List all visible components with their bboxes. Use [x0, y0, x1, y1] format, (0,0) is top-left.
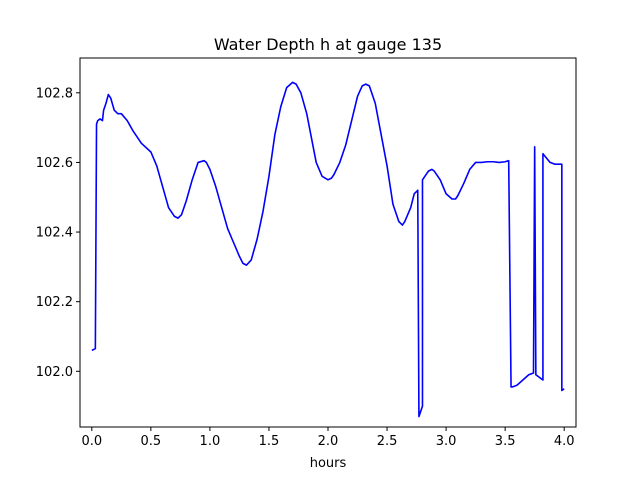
x-tick-label: 3.0	[436, 434, 457, 449]
x-tick-label: 4.0	[554, 434, 575, 449]
x-tick-label: 1.0	[200, 434, 221, 449]
x-tick-label: 1.5	[259, 434, 280, 449]
y-tick-label: 102.6	[36, 156, 73, 171]
chart-title: Water Depth h at gauge 135	[214, 35, 442, 54]
x-axis-ticks: 0.0 0.5 1.0 1.5 2.0 2.5 3.0 3.5 4.0	[81, 427, 575, 449]
x-tick-label: 2.5	[377, 434, 398, 449]
plot-frame	[79, 57, 577, 428]
x-tick-label: 0.5	[141, 434, 162, 449]
x-tick-label: 3.5	[495, 434, 516, 449]
y-tick-label: 102.2	[36, 295, 73, 310]
x-tick-label: 2.0	[318, 434, 339, 449]
plot-background	[80, 58, 576, 427]
series-line	[91, 81, 565, 418]
x-tick-label: 0.0	[81, 434, 102, 449]
y-axis-ticks: 102.0 102.2 102.4 102.6 102.8	[36, 86, 80, 380]
y-tick-label: 102.8	[36, 86, 73, 101]
y-tick-label: 102.4	[36, 226, 73, 241]
y-tick-label: 102.0	[36, 365, 73, 380]
x-axis-label: hours	[310, 456, 347, 471]
